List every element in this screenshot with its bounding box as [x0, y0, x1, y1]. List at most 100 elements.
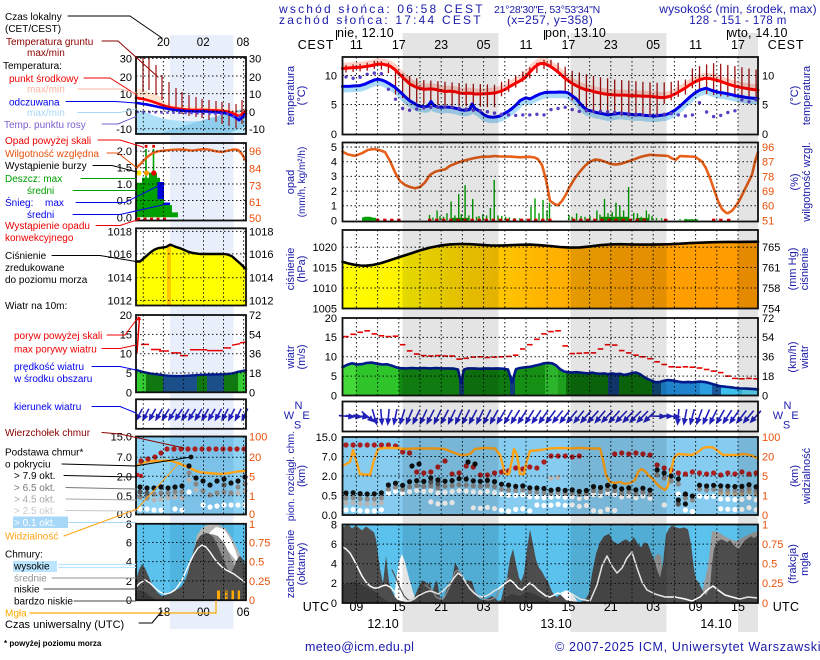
svg-text:Widzialność: Widzialność	[5, 532, 58, 543]
svg-text:6: 6	[331, 539, 337, 551]
svg-text:1012: 1012	[108, 295, 132, 307]
svg-text:60: 60	[762, 201, 774, 213]
svg-text:Wiatr na 10m:: Wiatr na 10m:	[5, 301, 67, 312]
svg-text:21°28'30"E, 53°53'34"N: 21°28'30"E, 53°53'34"N	[494, 4, 600, 16]
svg-text:1: 1	[762, 519, 768, 531]
svg-text:2.0: 2.0	[117, 471, 132, 483]
svg-text:6: 6	[126, 538, 132, 550]
svg-text:14.10: 14.10	[700, 617, 731, 631]
svg-text:wschód słońca: 06:58 CEST: wschód słońca: 06:58 CEST	[278, 2, 485, 16]
svg-text:ciśnienie: ciśnienie	[285, 248, 297, 291]
svg-text:E: E	[791, 410, 798, 422]
svg-text:765: 765	[762, 242, 780, 254]
svg-text:wto, 14.10: wto, 14.10	[727, 26, 788, 40]
svg-text:11: 11	[689, 38, 702, 52]
svg-text:Temp. punktu rosy: Temp. punktu rosy	[4, 120, 86, 131]
svg-text:4: 4	[331, 559, 337, 571]
svg-text:128 - 151 - 178 m: 128 - 151 - 178 m	[689, 15, 787, 27]
svg-text:5: 5	[331, 371, 337, 383]
svg-text:Wierzchołek chmur: Wierzchołek chmur	[5, 428, 91, 439]
svg-text:Temperatura:: Temperatura:	[3, 61, 62, 72]
svg-text:0: 0	[762, 390, 768, 402]
svg-text:prędkość wiatru: prędkość wiatru	[14, 362, 84, 373]
svg-text:5: 5	[331, 99, 337, 111]
svg-text:1014: 1014	[108, 273, 132, 285]
svg-text:05: 05	[477, 38, 491, 52]
svg-text:Deszcz: max: Deszcz: max	[5, 174, 62, 185]
svg-text:5: 5	[249, 471, 255, 483]
svg-text:Czas uniwersalny (UTC): Czas uniwersalny (UTC)	[5, 619, 124, 631]
svg-text:08: 08	[237, 37, 250, 49]
svg-text:36: 36	[249, 349, 261, 361]
svg-text:© 2007-2025 ICM, Uniwersytet W: © 2007-2025 ICM, Uniwersytet Warszawski	[555, 640, 820, 654]
svg-text:(frakcja): (frakcja)	[787, 544, 799, 584]
svg-text:średni: średni	[27, 186, 54, 197]
svg-text:0: 0	[249, 107, 255, 119]
svg-text:bardzo niskie: bardzo niskie	[14, 597, 73, 608]
svg-text:wilgotność wzgl.: wilgotność wzgl.	[801, 142, 813, 222]
svg-text:poryw powyżej skali: poryw powyżej skali	[14, 331, 102, 342]
svg-text:1: 1	[331, 201, 337, 213]
svg-text:* powyżej poziomu morza: * powyżej poziomu morza	[4, 639, 102, 648]
svg-text:20: 20	[762, 451, 774, 463]
svg-text:0: 0	[249, 387, 255, 399]
svg-text:ciśnienie: ciśnienie	[799, 248, 811, 291]
svg-text:UTC: UTC	[303, 600, 330, 614]
svg-text:1: 1	[249, 491, 255, 503]
svg-text:0.25: 0.25	[249, 576, 270, 588]
svg-text:10: 10	[325, 70, 337, 82]
svg-text:0: 0	[331, 598, 337, 610]
svg-text:5: 5	[126, 368, 132, 380]
svg-text:12.10: 12.10	[367, 617, 398, 631]
svg-text:72: 72	[762, 313, 774, 325]
svg-text:Ciśnienie: Ciśnienie	[5, 251, 47, 262]
svg-text:pion. rozciągł. chm.: pion. rozciągł. chm.	[285, 431, 297, 521]
svg-text:0.75: 0.75	[762, 539, 783, 551]
svg-text:(km): (km)	[789, 465, 801, 487]
svg-text:0.5: 0.5	[117, 196, 132, 208]
svg-text:Chmury:: Chmury:	[5, 550, 43, 561]
svg-text:1014: 1014	[249, 273, 273, 285]
svg-text:20: 20	[157, 37, 170, 49]
svg-text:1020: 1020	[313, 242, 337, 254]
svg-text:0: 0	[762, 129, 768, 141]
svg-text:max: max	[45, 198, 64, 209]
svg-text:0: 0	[762, 510, 768, 522]
svg-text:0: 0	[249, 509, 255, 521]
svg-text:0: 0	[331, 215, 337, 227]
svg-text:> 7.9 okt.: > 7.9 okt.	[14, 471, 55, 482]
svg-text:(%): (%)	[789, 173, 801, 190]
svg-text:18: 18	[762, 371, 774, 383]
svg-text:(oktanty): (oktanty)	[296, 543, 308, 586]
svg-text:0.5: 0.5	[117, 491, 132, 503]
svg-text:30: 30	[249, 53, 261, 65]
svg-text:1015: 1015	[313, 262, 337, 274]
svg-text:10: 10	[249, 89, 261, 101]
svg-text:69: 69	[762, 186, 774, 198]
svg-text:Temperatura gruntu: Temperatura gruntu	[6, 37, 93, 48]
svg-text:0: 0	[126, 387, 132, 399]
svg-text:E: E	[302, 410, 309, 422]
svg-text:5: 5	[762, 471, 768, 483]
svg-text:niskie: niskie	[14, 585, 40, 596]
svg-text:10: 10	[762, 70, 774, 82]
svg-text:8: 8	[331, 519, 337, 531]
svg-text:0: 0	[331, 390, 337, 402]
svg-text:05: 05	[646, 38, 660, 52]
svg-text:(°C): (°C)	[296, 86, 308, 106]
svg-text:wysokie: wysokie	[13, 562, 50, 573]
svg-text:72: 72	[249, 310, 261, 322]
svg-text:(hPa): (hPa)	[296, 256, 308, 283]
svg-text:> 0.1 okt.: > 0.1 okt.	[14, 518, 55, 529]
svg-text:Wystąpienie burzy: Wystąpienie burzy	[5, 161, 87, 172]
svg-text:S: S	[783, 420, 790, 432]
svg-text:15.0: 15.0	[316, 432, 337, 444]
svg-text:Wystąpienie opadu: Wystąpienie opadu	[5, 221, 90, 232]
svg-text:do poziomu morza: do poziomu morza	[5, 275, 88, 286]
svg-text:CEST: CEST	[768, 38, 805, 52]
svg-text:0: 0	[126, 107, 132, 119]
svg-text:wysokość (min, środek, max): wysokość (min, środek, max)	[658, 2, 816, 16]
svg-text:54: 54	[249, 329, 261, 341]
svg-text:23: 23	[434, 38, 448, 52]
svg-text:Opad powyżej skali: Opad powyżej skali	[5, 136, 91, 147]
